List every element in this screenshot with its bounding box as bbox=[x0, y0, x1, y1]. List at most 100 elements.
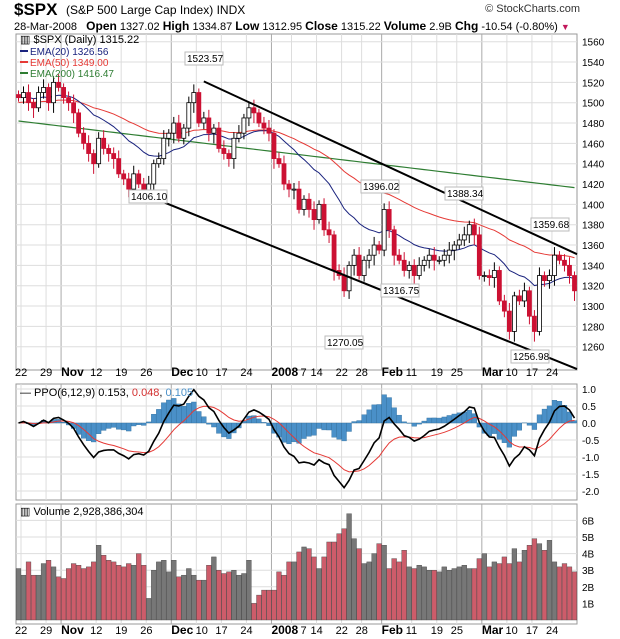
ppo-histogram-bar bbox=[96, 422, 102, 434]
candle-body bbox=[296, 188, 302, 210]
candle-body bbox=[61, 87, 66, 99]
candle-body bbox=[527, 290, 532, 317]
volume-bar bbox=[191, 574, 197, 621]
ema20-line bbox=[18, 94, 575, 287]
legend-label: EMA(20) 1326.56 bbox=[30, 47, 109, 58]
volume-bar bbox=[186, 568, 192, 621]
volume-bar bbox=[556, 566, 563, 621]
volume-bar bbox=[546, 540, 553, 621]
volume-bar bbox=[371, 553, 377, 621]
ppo-histogram-bar bbox=[396, 414, 402, 424]
candle-body bbox=[96, 137, 102, 165]
candle-body bbox=[341, 275, 347, 292]
ppo-histogram-bar bbox=[361, 414, 367, 424]
volume-bar bbox=[246, 560, 252, 621]
volume-bar bbox=[131, 565, 137, 621]
ppo-histogram-bar bbox=[371, 404, 377, 424]
candle-body bbox=[86, 142, 92, 154]
ppo-histogram-bar bbox=[216, 422, 222, 434]
ppo-histogram-bar bbox=[436, 417, 442, 424]
x-tick-label: 2008 bbox=[271, 623, 298, 637]
ppo-tick-label: -1.0 bbox=[582, 453, 600, 464]
volume-bar bbox=[86, 566, 92, 621]
ppo-line bbox=[18, 388, 576, 489]
ppo-histogram-bar bbox=[131, 422, 137, 427]
price-tick-label: 1480 bbox=[582, 119, 605, 130]
volume-bar bbox=[441, 566, 447, 621]
volume-bar bbox=[421, 566, 427, 621]
price-annotation-box bbox=[510, 349, 550, 364]
volume-bar bbox=[456, 566, 462, 621]
ppo-histogram-bar bbox=[176, 403, 182, 424]
price-annotation: 1523.57 bbox=[187, 54, 224, 65]
volume-tick-label: 4B bbox=[582, 550, 595, 561]
volume-bar bbox=[301, 546, 307, 621]
x-tick-label: 12 bbox=[90, 367, 102, 379]
volume-bar bbox=[141, 565, 147, 621]
volume-bar bbox=[496, 563, 502, 621]
volume-bar bbox=[30, 574, 37, 621]
ppo-tick-label: -2.0 bbox=[582, 487, 600, 498]
volume-bar bbox=[391, 558, 397, 621]
ppo-signal-line bbox=[18, 405, 575, 473]
candle-body bbox=[41, 87, 46, 93]
volume-bar bbox=[571, 571, 578, 621]
volume-bar bbox=[426, 570, 432, 621]
volume-bar bbox=[406, 566, 412, 621]
ppo-histogram-bar bbox=[411, 422, 417, 427]
x-tick-label: 17 bbox=[215, 367, 227, 379]
candle-body bbox=[491, 270, 497, 278]
x-tick-label: 12 bbox=[90, 625, 102, 637]
candle-body bbox=[136, 173, 142, 185]
volume-bar bbox=[211, 556, 217, 621]
volume-bar bbox=[501, 556, 507, 621]
volume-bar bbox=[116, 565, 122, 621]
candle-body bbox=[246, 107, 252, 119]
volume-bar bbox=[471, 568, 477, 621]
candle-body bbox=[426, 254, 432, 261]
candle-body bbox=[321, 203, 327, 231]
ppo-histogram-bar bbox=[326, 422, 332, 431]
volume-bar bbox=[261, 589, 267, 621]
candle-body bbox=[516, 295, 522, 302]
volume-bar bbox=[431, 570, 437, 621]
ppo-histogram-bar bbox=[381, 394, 387, 424]
volume-bar bbox=[336, 533, 342, 621]
volume-bar bbox=[541, 550, 548, 621]
x-tick-label: 22 bbox=[15, 367, 27, 379]
ppo-histogram-bar bbox=[466, 410, 472, 424]
x-tick-label: 14 bbox=[311, 367, 323, 379]
candle-body bbox=[366, 254, 372, 261]
ppo-histogram-bar bbox=[321, 422, 327, 431]
volume-bar bbox=[196, 579, 202, 621]
ppo-histogram-bar bbox=[206, 422, 212, 425]
volume-bar bbox=[486, 566, 492, 621]
price-annotation-box bbox=[128, 189, 168, 204]
x-tick-label: Nov bbox=[61, 365, 84, 379]
candle-body bbox=[361, 259, 367, 276]
volume-bar bbox=[251, 603, 257, 621]
ppo-histogram-bar bbox=[341, 422, 347, 442]
ppo-tick-label: -1.5 bbox=[582, 470, 600, 481]
volume-bar bbox=[326, 541, 332, 621]
candle-body bbox=[216, 127, 222, 149]
price-annotation-box bbox=[324, 335, 364, 350]
ppo-histogram-bar bbox=[401, 421, 407, 424]
candle-body bbox=[171, 122, 177, 134]
candle-body bbox=[26, 92, 31, 104]
x-tick-label: 7 bbox=[300, 625, 306, 637]
x-tick-label: Feb bbox=[382, 365, 403, 379]
price-panel-title: ▥ $SPX (Daily) 1315.22 bbox=[20, 34, 139, 46]
ppo-histogram-bar bbox=[441, 416, 447, 424]
volume-bar bbox=[176, 576, 182, 621]
price-tick-label: 1540 bbox=[582, 58, 605, 69]
volume-bar bbox=[136, 553, 142, 621]
candle-body bbox=[156, 158, 162, 165]
volume-bar bbox=[401, 550, 407, 621]
x-tick-label: 17 bbox=[215, 625, 227, 637]
volume-bar bbox=[236, 574, 242, 621]
volume-bar bbox=[376, 543, 382, 621]
ppo-histogram-bar bbox=[306, 422, 312, 437]
volume-bar bbox=[416, 565, 422, 621]
candle-body bbox=[476, 234, 482, 276]
